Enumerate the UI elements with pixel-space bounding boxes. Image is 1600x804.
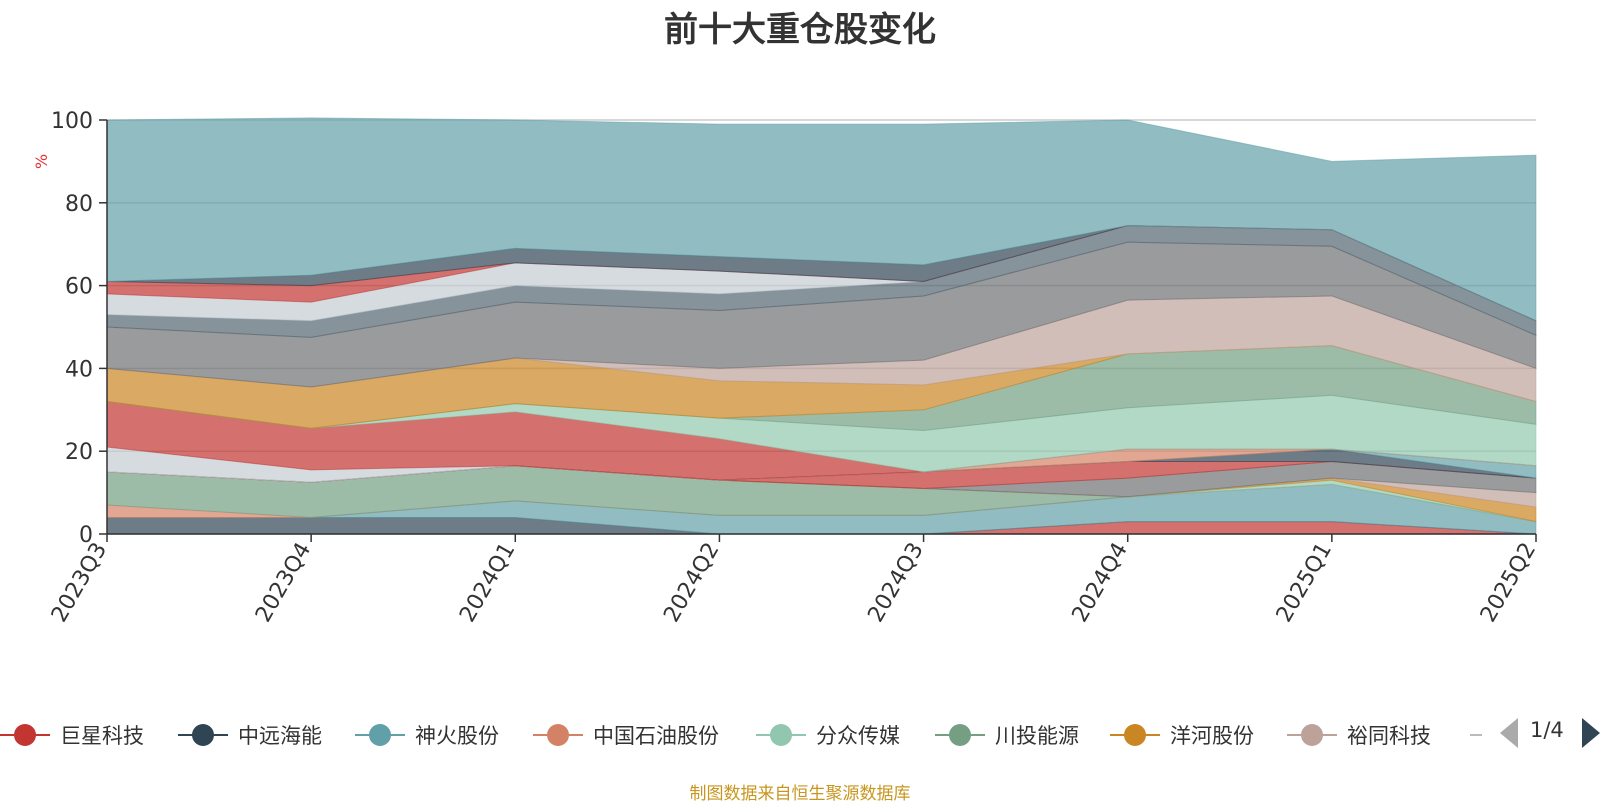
legend-item[interactable]: 洋河股份 [1110, 717, 1254, 753]
legend-item-overflow [1470, 717, 1482, 753]
legend-label: 神火股份 [415, 724, 499, 748]
source-footer: 制图数据来自恒生聚源数据库 [689, 784, 911, 804]
x-tick-label: 2023Q3 [47, 539, 112, 627]
x-tick-label: 2024Q1 [455, 539, 520, 627]
legend-item[interactable]: 分众传媒 [756, 717, 900, 753]
y-tick-label: 0 [79, 523, 93, 548]
y-tick-label: 60 [65, 275, 93, 300]
stacked-area-chart: 0 20 40 60 80 100 2023Q3 2023Q4 2024Q1 2024Q2 2024… [47, 109, 1541, 627]
legend-item[interactable]: 中国石油股份 [533, 717, 719, 753]
legend-marker-icon [355, 717, 405, 753]
legend-item[interactable]: 巨星科技 [0, 717, 144, 753]
x-tick-label: 2023Q4 [251, 539, 316, 627]
legend-item[interactable]: 川投能源 [935, 717, 1079, 753]
area-layer[interactable] [106, 117, 1537, 322]
y-tick-label: 20 [65, 440, 93, 465]
y-tick-label: 80 [65, 192, 93, 217]
legend-prev-page-icon[interactable] [1500, 718, 1518, 748]
legend-label: 裕同科技 [1347, 724, 1431, 748]
x-tick-label: 2024Q3 [863, 539, 928, 627]
legend-label: 巨星科技 [60, 724, 144, 748]
x-tick-label: 2025Q2 [1476, 539, 1541, 627]
legend: 巨星科技 中远海能 神火股份 中国石油股份 分众传媒 川投能源 洋河股份 裕同科技 [0, 717, 1600, 753]
area-layers [106, 117, 1537, 535]
legend-label: 中远海能 [238, 724, 322, 748]
legend-marker-icon [533, 717, 583, 753]
legend-item[interactable]: 中远海能 [178, 717, 322, 753]
legend-marker-icon [178, 717, 228, 753]
legend-marker-icon [1110, 717, 1160, 753]
legend-marker-icon [1287, 717, 1337, 753]
legend-item[interactable]: 神火股份 [355, 717, 499, 753]
y-tick-label: 100 [51, 109, 93, 134]
y-tick-label: 40 [65, 357, 93, 382]
legend-next-page-icon[interactable] [1582, 718, 1600, 748]
legend-page-indicator: 1/4 [1530, 718, 1564, 742]
legend-marker-icon [0, 717, 50, 753]
legend-label: 分众传媒 [816, 724, 900, 748]
legend-marker-icon [935, 717, 985, 753]
x-tick-label: 2024Q2 [659, 539, 724, 627]
x-tick-label: 2024Q4 [1068, 539, 1133, 627]
legend-marker-icon [756, 717, 806, 753]
legend-label: 川投能源 [995, 724, 1079, 748]
x-tick-label: 2025Q1 [1272, 539, 1337, 627]
legend-label: 中国石油股份 [593, 724, 719, 748]
legend-item[interactable]: 裕同科技 [1287, 717, 1431, 753]
chart-title: 前十大重仓股变化 [664, 10, 936, 50]
legend-label: 洋河股份 [1170, 724, 1254, 748]
